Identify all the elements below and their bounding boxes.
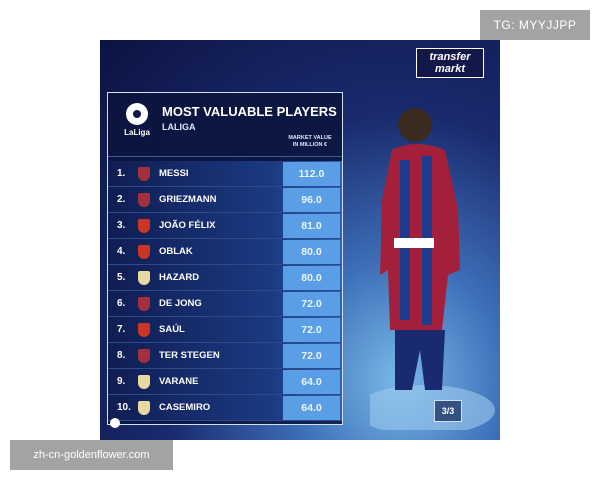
ranking-table: LaLiga MOST VALUABLE PLAYERS LALIGA MARK… (107, 92, 343, 425)
player-rank: 7. (117, 324, 126, 335)
table-row: 1. MESSI 112.0 (108, 161, 342, 187)
table-header: LaLiga MOST VALUABLE PLAYERS LALIGA MARK… (108, 93, 342, 157)
barcelona-crest-icon (138, 348, 150, 363)
brand-line1: transfer (429, 51, 471, 63)
table-row: 7. SAÚL 72.0 (108, 317, 342, 343)
profile-icon (110, 418, 120, 428)
table-row: 2. GRIEZMANN 96.0 (108, 187, 342, 213)
player-name: GRIEZMANN (159, 194, 217, 205)
player-rank: 1. (117, 168, 126, 179)
market-value: 64.0 (283, 369, 340, 394)
player-rank: 3. (117, 220, 126, 231)
laliga-ball-icon (126, 103, 148, 125)
column-header-line1: MARKET VALUE (288, 135, 332, 141)
brand-line2: markt (435, 63, 465, 75)
player-name: DE JONG (159, 298, 202, 309)
player-name: TER STEGEN (159, 350, 220, 361)
barcelona-crest-icon (138, 166, 150, 181)
player-rank: 8. (117, 350, 126, 361)
player-name: HAZARD (159, 272, 200, 283)
player-name: SAÚL (159, 324, 185, 335)
subtitle: LALIGA (162, 122, 196, 132)
barcelona-crest-icon (138, 296, 150, 311)
table-row: 3. JOÃO FÉLIX 81.0 (108, 213, 342, 239)
table-row: 5. HAZARD 80.0 (108, 265, 342, 291)
atletico-crest-icon (138, 218, 150, 233)
atletico-crest-icon (138, 244, 150, 259)
column-header: MARKET VALUE IN MILLION € (286, 135, 334, 149)
player-rank: 6. (117, 298, 126, 309)
player-rank: 2. (117, 194, 126, 205)
player-name: MESSI (159, 168, 189, 179)
market-value: 72.0 (283, 317, 340, 342)
transfermarkt-logo: transfer markt (416, 48, 484, 78)
table-row: 8. TER STEGEN 72.0 (108, 343, 342, 369)
real-madrid-crest-icon (138, 270, 150, 285)
player-name: CASEMIRO (159, 402, 211, 413)
player-rank: 10. (117, 402, 131, 413)
table-row: 4. OBLAK 80.0 (108, 239, 342, 265)
table-row: 6. DE JONG 72.0 (108, 291, 342, 317)
player-rank: 9. (117, 376, 126, 387)
site-label: zh-cn-goldenflower.com (10, 440, 173, 470)
player-name: VARANE (159, 376, 199, 387)
table-row: 10. CASEMIRO 64.0 (108, 395, 342, 421)
player-name: JOÃO FÉLIX (159, 220, 216, 231)
laliga-logo: LaLiga (120, 103, 154, 138)
page-indicator: 3/3 (434, 400, 462, 422)
player-photo (370, 108, 495, 430)
player-rank: 5. (117, 272, 126, 283)
page-title: MOST VALUABLE PLAYERS (162, 104, 337, 119)
market-value: 81.0 (283, 213, 340, 238)
column-header-line2: IN MILLION € (292, 142, 328, 148)
table-row: 9. VARANE 64.0 (108, 369, 342, 395)
barcelona-crest-icon (138, 192, 150, 207)
market-value: 80.0 (283, 265, 340, 290)
market-value: 80.0 (283, 239, 340, 264)
laliga-logo-text: LaLiga (124, 128, 150, 137)
market-value: 112.0 (283, 161, 340, 186)
market-value: 72.0 (283, 291, 340, 316)
real-madrid-crest-icon (138, 374, 150, 389)
player-rank: 4. (117, 246, 126, 257)
player-list: 1. MESSI 112.0 2. GRIEZMANN 96.0 3. JOÃO F… (108, 161, 342, 421)
player-name: OBLAK (159, 246, 193, 257)
infographic: transfer markt LaLiga MOST VALUABLE PLAY… (100, 40, 500, 440)
real-madrid-crest-icon (138, 400, 150, 415)
market-value: 64.0 (283, 395, 340, 420)
atletico-crest-icon (138, 322, 150, 337)
market-value: 96.0 (283, 187, 340, 212)
market-value: 72.0 (283, 343, 340, 368)
watermark-tag: TG: MYYJJPP (480, 10, 590, 40)
